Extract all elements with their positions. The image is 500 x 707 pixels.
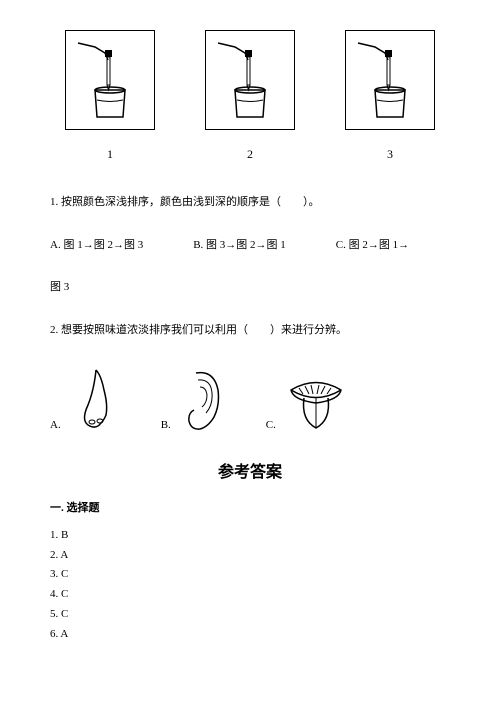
q1-option-a: A. 图 1→图 2→图 3 bbox=[50, 237, 143, 255]
sense-organs-row: A. B. C. bbox=[50, 365, 450, 435]
question-1-options: A. 图 1→图 2→图 3 B. 图 3→图 2→图 1 C. 图 2→图 1… bbox=[50, 237, 450, 255]
q2-option-c: C. bbox=[266, 370, 351, 435]
figure-2-box bbox=[205, 30, 295, 130]
answer-item: 2. A bbox=[50, 546, 450, 566]
q1-option-b: B. 图 3→图 2→图 1 bbox=[193, 237, 286, 255]
answer-section-heading: 一. 选择题 bbox=[50, 500, 450, 518]
q2-option-c-label: C. bbox=[266, 417, 276, 435]
mouth-tongue-icon bbox=[281, 370, 351, 435]
q2-option-a-label: A. bbox=[50, 417, 61, 435]
nose-icon bbox=[66, 365, 121, 435]
question-1-text: 1. 按照颜色深浅排序，颜色由浅到深的顺序是（ ）。 bbox=[50, 194, 450, 212]
q2-option-b-label: B. bbox=[161, 417, 171, 435]
q1-option-c: C. 图 2→图 1→ bbox=[336, 237, 409, 255]
q2-option-a: A. bbox=[50, 365, 121, 435]
figure-3-box bbox=[345, 30, 435, 130]
figure-label-1: 1 bbox=[65, 145, 155, 164]
dropper-glass-icon bbox=[70, 35, 150, 125]
q1-option-c-tail: 图 3 bbox=[50, 279, 450, 297]
dropper-glass-icon bbox=[350, 35, 430, 125]
answer-item: 4. C bbox=[50, 585, 450, 605]
figure-label-3: 3 bbox=[345, 145, 435, 164]
figure-labels-row: 1 2 3 bbox=[50, 145, 450, 164]
answer-item: 5. C bbox=[50, 605, 450, 625]
ear-icon bbox=[176, 365, 226, 435]
dropper-glass-icon bbox=[210, 35, 290, 125]
experiment-figures-row bbox=[50, 30, 450, 130]
question-2-text: 2. 想要按照味道浓淡排序我们可以利用（ ）来进行分辨。 bbox=[50, 322, 450, 340]
figure-label-2: 2 bbox=[205, 145, 295, 164]
answer-item: 3. C bbox=[50, 565, 450, 585]
answer-item: 1. B bbox=[50, 526, 450, 546]
figure-1-box bbox=[65, 30, 155, 130]
answer-item: 6. A bbox=[50, 625, 450, 645]
q2-option-b: B. bbox=[161, 365, 226, 435]
answer-list: 1. B 2. A 3. C 4. C 5. C 6. A bbox=[50, 526, 450, 645]
answers-title: 参考答案 bbox=[50, 460, 450, 486]
